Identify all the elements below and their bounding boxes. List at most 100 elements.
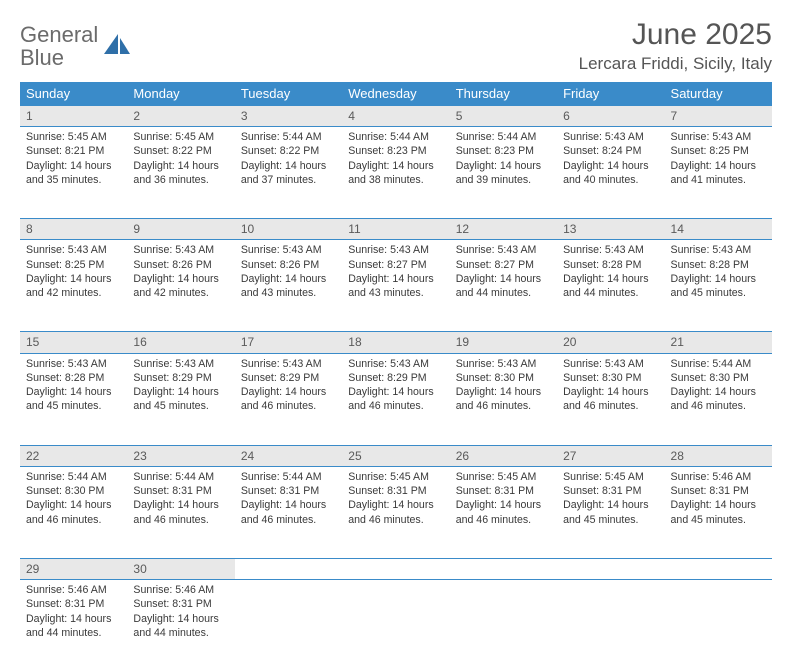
sunset-line: Sunset: 8:28 PM [671,258,766,272]
day-details-cell: Sunrise: 5:44 AMSunset: 8:22 PMDaylight:… [235,127,342,219]
sunrise-line: Sunrise: 5:43 AM [133,243,228,257]
sunset-line: Sunset: 8:31 PM [26,597,121,611]
day-number-cell: 8 [20,219,127,240]
sunset-line: Sunset: 8:31 PM [133,484,228,498]
sunset-line: Sunset: 8:25 PM [26,258,121,272]
sunrise-line: Sunrise: 5:45 AM [133,130,228,144]
day-details-cell: Sunrise: 5:45 AMSunset: 8:31 PMDaylight:… [450,466,557,558]
day-details-cell: Sunrise: 5:43 AMSunset: 8:24 PMDaylight:… [557,127,664,219]
day-number-cell: 1 [20,106,127,127]
day-number-cell: 13 [557,219,664,240]
week-daynum-row: 22232425262728 [20,445,772,466]
sunrise-line: Sunrise: 5:43 AM [348,357,443,371]
week-details-row: Sunrise: 5:43 AMSunset: 8:25 PMDaylight:… [20,240,772,332]
day-number-cell [235,558,342,579]
sunset-line: Sunset: 8:25 PM [671,144,766,158]
sunrise-line: Sunrise: 5:43 AM [563,243,658,257]
sunrise-line: Sunrise: 5:43 AM [26,243,121,257]
daylight-line: Daylight: 14 hours and 45 minutes. [563,498,658,527]
day-details-cell [557,579,664,671]
day-number-cell [342,558,449,579]
day-number-cell [557,558,664,579]
sunrise-line: Sunrise: 5:45 AM [348,470,443,484]
daylight-line: Daylight: 14 hours and 46 minutes. [456,498,551,527]
day-details-cell: Sunrise: 5:43 AMSunset: 8:28 PMDaylight:… [557,240,664,332]
day-number-cell: 25 [342,445,449,466]
sunset-line: Sunset: 8:27 PM [456,258,551,272]
col-thursday: Thursday [450,82,557,106]
sunrise-line: Sunrise: 5:43 AM [563,130,658,144]
day-details-cell: Sunrise: 5:43 AMSunset: 8:26 PMDaylight:… [127,240,234,332]
day-details-cell: Sunrise: 5:43 AMSunset: 8:29 PMDaylight:… [342,353,449,445]
col-tuesday: Tuesday [235,82,342,106]
day-details-cell: Sunrise: 5:43 AMSunset: 8:29 PMDaylight:… [235,353,342,445]
week-details-row: Sunrise: 5:44 AMSunset: 8:30 PMDaylight:… [20,466,772,558]
day-details-cell: Sunrise: 5:44 AMSunset: 8:23 PMDaylight:… [450,127,557,219]
day-number-cell: 14 [665,219,772,240]
day-number-cell: 21 [665,332,772,353]
day-number-cell: 10 [235,219,342,240]
sunrise-line: Sunrise: 5:43 AM [456,357,551,371]
day-number-cell: 30 [127,558,234,579]
sunset-line: Sunset: 8:31 PM [456,484,551,498]
daylight-line: Daylight: 14 hours and 36 minutes. [133,159,228,188]
sunset-line: Sunset: 8:30 PM [26,484,121,498]
sunset-line: Sunset: 8:22 PM [133,144,228,158]
header: General Blue June 2025 Lercara Friddi, S… [20,18,772,74]
day-number-cell: 2 [127,106,234,127]
sunset-line: Sunset: 8:31 PM [133,597,228,611]
day-details-cell [450,579,557,671]
col-monday: Monday [127,82,234,106]
sunset-line: Sunset: 8:29 PM [241,371,336,385]
sunrise-line: Sunrise: 5:46 AM [671,470,766,484]
col-sunday: Sunday [20,82,127,106]
col-friday: Friday [557,82,664,106]
day-number-cell: 16 [127,332,234,353]
daylight-line: Daylight: 14 hours and 44 minutes. [456,272,551,301]
sunset-line: Sunset: 8:30 PM [671,371,766,385]
day-number-cell: 5 [450,106,557,127]
day-details-cell: Sunrise: 5:44 AMSunset: 8:23 PMDaylight:… [342,127,449,219]
daylight-line: Daylight: 14 hours and 46 minutes. [563,385,658,414]
sunset-line: Sunset: 8:31 PM [563,484,658,498]
day-details-cell: Sunrise: 5:43 AMSunset: 8:28 PMDaylight:… [665,240,772,332]
sunset-line: Sunset: 8:29 PM [133,371,228,385]
day-details-cell: Sunrise: 5:43 AMSunset: 8:28 PMDaylight:… [20,353,127,445]
daylight-line: Daylight: 14 hours and 46 minutes. [348,498,443,527]
daylight-line: Daylight: 14 hours and 46 minutes. [456,385,551,414]
day-details-cell: Sunrise: 5:43 AMSunset: 8:27 PMDaylight:… [450,240,557,332]
col-saturday: Saturday [665,82,772,106]
title-block: June 2025 Lercara Friddi, Sicily, Italy [579,18,772,74]
day-details-cell: Sunrise: 5:45 AMSunset: 8:31 PMDaylight:… [557,466,664,558]
day-number-cell: 3 [235,106,342,127]
sunrise-line: Sunrise: 5:45 AM [456,470,551,484]
day-number-cell: 22 [20,445,127,466]
day-number-cell: 27 [557,445,664,466]
sunrise-line: Sunrise: 5:45 AM [26,130,121,144]
day-details-cell: Sunrise: 5:45 AMSunset: 8:21 PMDaylight:… [20,127,127,219]
sunset-line: Sunset: 8:24 PM [563,144,658,158]
sunrise-line: Sunrise: 5:43 AM [456,243,551,257]
daylight-line: Daylight: 14 hours and 45 minutes. [133,385,228,414]
sunrise-line: Sunrise: 5:46 AM [133,583,228,597]
sunrise-line: Sunrise: 5:43 AM [133,357,228,371]
logo-text-general: General [20,22,98,47]
day-number-cell: 11 [342,219,449,240]
daylight-line: Daylight: 14 hours and 35 minutes. [26,159,121,188]
location-text: Lercara Friddi, Sicily, Italy [579,54,772,74]
weekday-header-row: Sunday Monday Tuesday Wednesday Thursday… [20,82,772,106]
month-title: June 2025 [579,18,772,52]
day-number-cell: 26 [450,445,557,466]
daylight-line: Daylight: 14 hours and 39 minutes. [456,159,551,188]
sunset-line: Sunset: 8:30 PM [563,371,658,385]
day-number-cell: 28 [665,445,772,466]
sunrise-line: Sunrise: 5:44 AM [671,357,766,371]
daylight-line: Daylight: 14 hours and 46 minutes. [671,385,766,414]
daylight-line: Daylight: 14 hours and 44 minutes. [563,272,658,301]
sunrise-line: Sunrise: 5:44 AM [241,130,336,144]
sunset-line: Sunset: 8:26 PM [133,258,228,272]
day-details-cell: Sunrise: 5:43 AMSunset: 8:27 PMDaylight:… [342,240,449,332]
sunset-line: Sunset: 8:23 PM [456,144,551,158]
daylight-line: Daylight: 14 hours and 38 minutes. [348,159,443,188]
logo-sail-icon [102,32,132,63]
